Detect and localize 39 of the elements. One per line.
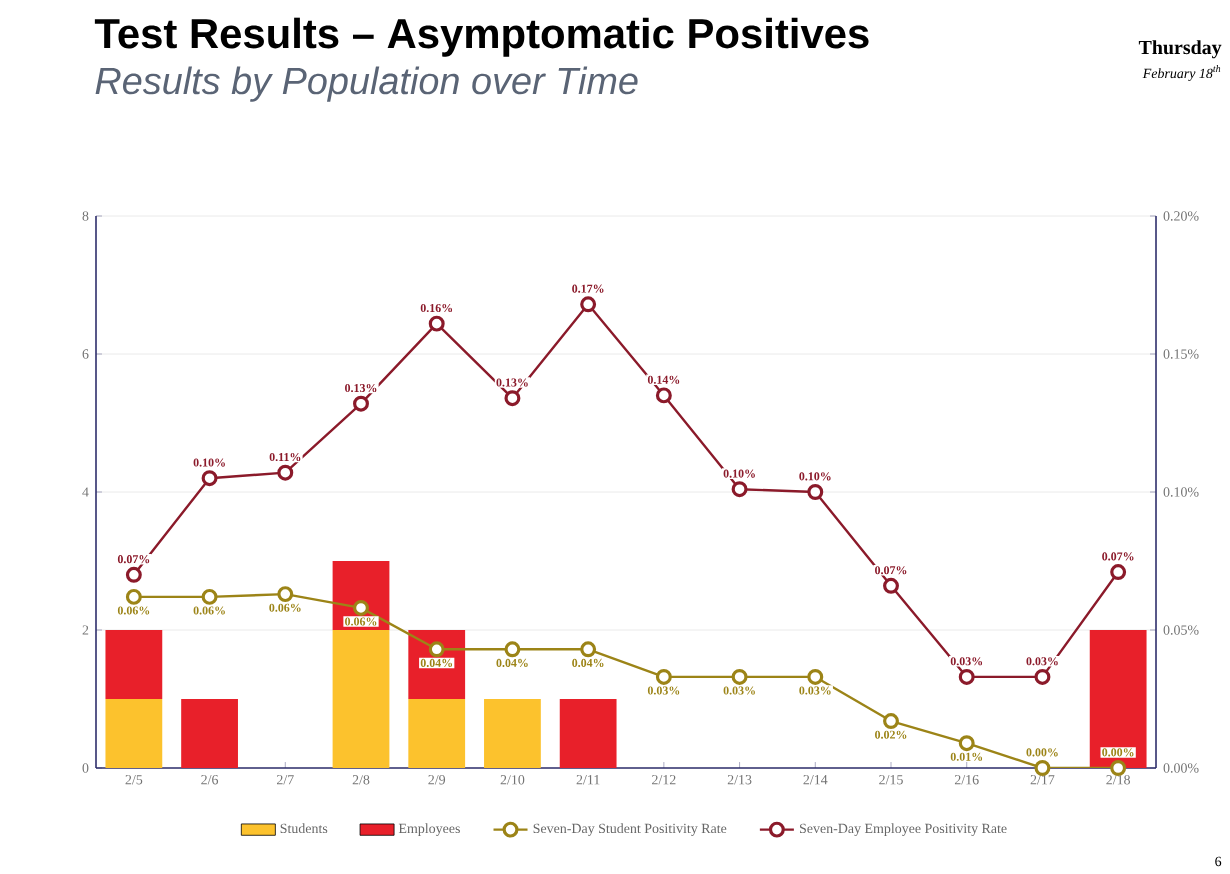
bar	[332, 630, 390, 768]
point	[201, 588, 218, 605]
point	[125, 566, 142, 583]
point	[1110, 760, 1127, 776]
point	[883, 577, 899, 594]
bar	[484, 699, 541, 768]
point	[504, 641, 521, 658]
point	[428, 641, 445, 658]
point	[958, 668, 975, 685]
bar	[181, 699, 238, 768]
point	[201, 470, 218, 487]
point	[731, 481, 748, 498]
point	[807, 668, 824, 685]
point	[655, 668, 672, 685]
point	[353, 395, 369, 412]
point	[731, 668, 748, 685]
bar	[1089, 630, 1147, 768]
point	[353, 599, 369, 616]
chart-title: Test Results – Asymptomatic Positives	[94, 17, 869, 57]
point	[277, 464, 294, 481]
point	[277, 586, 294, 603]
point	[580, 641, 597, 658]
bar	[408, 699, 466, 768]
bar	[105, 630, 163, 699]
point	[504, 390, 521, 407]
point	[580, 296, 597, 313]
bar	[105, 699, 163, 768]
point	[883, 713, 899, 730]
point	[807, 484, 824, 500]
point	[428, 315, 445, 332]
bar	[559, 699, 617, 768]
point	[655, 387, 672, 404]
point	[1034, 668, 1051, 685]
text: Thursday	[1138, 40, 1222, 59]
point	[125, 588, 142, 605]
point	[958, 735, 975, 752]
point	[1034, 760, 1051, 776]
point	[1110, 564, 1127, 581]
chart-subtitle: Results by Population over Time	[95, 66, 638, 102]
